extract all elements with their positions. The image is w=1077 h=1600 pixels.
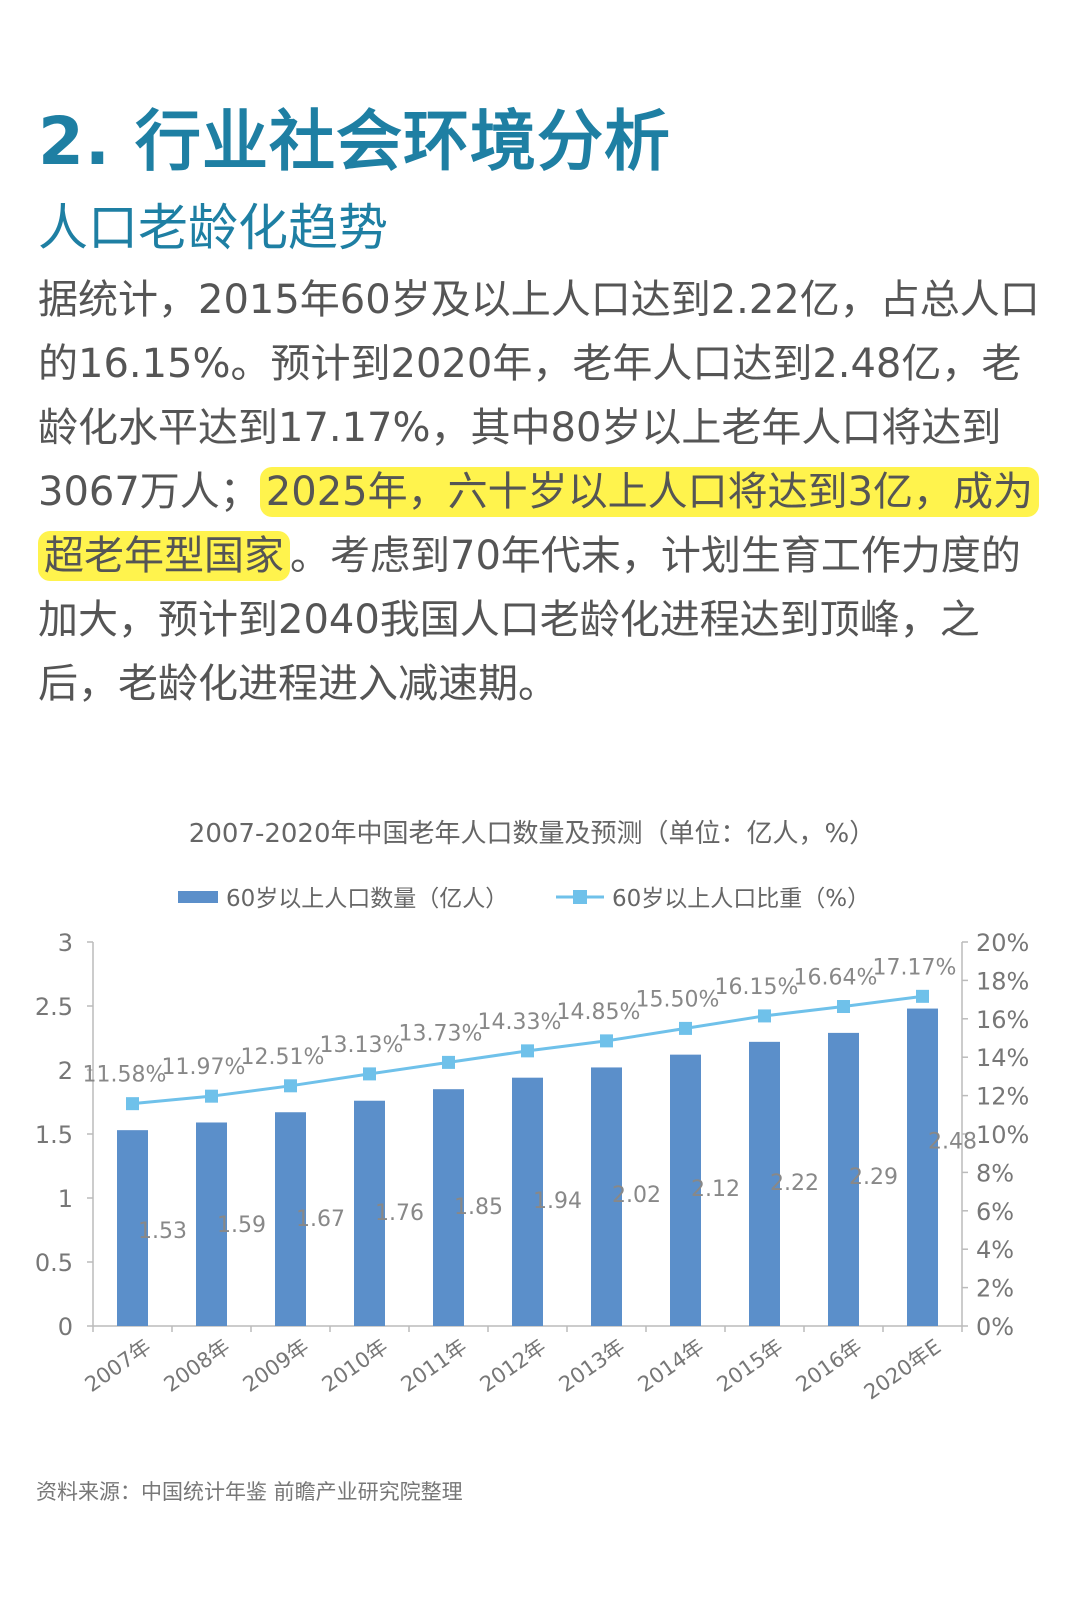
line-marker	[205, 1089, 218, 1103]
page-heading: 2. 行业社会环境分析	[38, 103, 671, 180]
bar-value-label: 2.22	[770, 1171, 819, 1196]
line-marker	[600, 1034, 613, 1048]
x-tick-label: 2016年	[792, 1334, 867, 1396]
bar	[433, 1089, 464, 1326]
x-tick-label: 2012年	[476, 1334, 551, 1396]
left-tick-label: 2.5	[35, 993, 73, 1021]
section-subheading: 人口老龄化趋势	[38, 199, 388, 257]
bar-data-labels: 1.53 1.59 1.67 1.76 1.85 1.94 2.02 2.12 2.22 2.29…	[138, 1130, 977, 1244]
bar-value-label: 1.85	[454, 1195, 503, 1220]
bar-value-label: 2.48	[928, 1130, 977, 1155]
line-marker	[758, 1009, 771, 1023]
body-paragraph: 据统计，2015年60岁及以上人口达到2.22亿，占总人口的16.15%。预计到…	[38, 268, 1048, 716]
line-marker	[363, 1067, 376, 1081]
paragraph-text-after: 。考虑到70年代末，计划生育工作力度的加大，预计到2040我国人口老龄化进程达到…	[38, 533, 1021, 707]
x-tick-label: 2015年	[713, 1334, 788, 1396]
line-marker	[679, 1021, 692, 1035]
left-tick-label: 2	[58, 1057, 73, 1085]
right-tick-label: 18%	[976, 967, 1029, 995]
x-tick-label: 2010年	[318, 1334, 393, 1396]
chart-title: 2007-2020年中国老年人口数量及预测（单位：亿人，%）	[189, 819, 875, 849]
line-value-label: 12.51%	[241, 1045, 325, 1070]
legend-bar-label: 60岁以上人口数量（亿人）	[226, 886, 508, 912]
chart-legend: 60岁以上人口数量（亿人） 60岁以上人口比重（%）	[178, 886, 870, 912]
bar	[117, 1130, 148, 1326]
bar-value-label: 1.76	[375, 1201, 424, 1226]
bar-value-label: 1.59	[217, 1213, 266, 1238]
x-tick-label: 2009年	[239, 1334, 314, 1396]
right-tick-label: 4%	[976, 1236, 1014, 1264]
right-tick-label: 2%	[976, 1275, 1014, 1303]
bar	[275, 1112, 306, 1326]
source-note: 资料来源：中国统计年鉴 前瞻产业研究院整理	[36, 1480, 463, 1504]
line-marker	[521, 1044, 534, 1058]
line-marker	[916, 989, 929, 1003]
bar-value-label: 1.53	[138, 1219, 187, 1244]
bar-value-label: 2.12	[691, 1177, 740, 1202]
bar	[591, 1067, 622, 1326]
right-tick-label: 20%	[976, 929, 1029, 957]
right-tick-label: 0%	[976, 1313, 1014, 1341]
bar-series	[117, 1008, 938, 1326]
bar-value-label: 1.67	[296, 1207, 345, 1232]
line-marker	[126, 1097, 139, 1111]
legend-line-label: 60岁以上人口比重（%）	[612, 886, 870, 912]
right-tick-label: 8%	[976, 1159, 1014, 1187]
x-tick-label: 2013年	[555, 1334, 630, 1396]
line-value-label: 17.17%	[873, 955, 957, 980]
right-tick-label: 14%	[976, 1044, 1029, 1072]
left-tick-label: 3	[58, 929, 73, 957]
x-tick-label: 2007年	[81, 1334, 156, 1396]
bar	[907, 1008, 938, 1326]
right-tick-label: 10%	[976, 1121, 1029, 1149]
left-tick-label: 1.5	[35, 1121, 73, 1149]
line-marker	[442, 1055, 455, 1069]
bar	[670, 1054, 701, 1326]
population-chart: 2007-2020年中国老年人口数量及预测（单位：亿人，%） 60岁以上人口数量…	[35, 819, 1030, 1404]
bar	[749, 1041, 780, 1326]
bar	[196, 1122, 227, 1326]
bar-value-label: 2.29	[849, 1165, 898, 1190]
line-value-label: 11.97%	[162, 1055, 246, 1080]
line-value-label: 16.15%	[715, 975, 799, 1000]
left-tick-label: 1	[58, 1185, 73, 1213]
right-tick-label: 16%	[976, 1006, 1029, 1034]
x-tick-label: 2020年E	[860, 1334, 946, 1404]
line-value-label: 16.64%	[794, 966, 878, 991]
line-marker	[837, 1000, 850, 1014]
line-data-labels: 11.58%11.97%12.51%13.13%13.73%14.33%14.8…	[83, 955, 957, 1087]
legend-line-marker	[573, 890, 587, 904]
line-value-label: 13.73%	[399, 1021, 483, 1046]
right-tick-label: 12%	[976, 1083, 1029, 1111]
line-value-label: 13.13%	[320, 1033, 404, 1058]
bar-value-label: 1.94	[533, 1189, 582, 1214]
x-tick-label: 2014年	[634, 1334, 709, 1396]
legend-bar-swatch	[178, 891, 218, 903]
bar-value-label: 2.02	[612, 1183, 661, 1208]
left-tick-label: 0.5	[35, 1249, 73, 1277]
right-tick-label: 6%	[976, 1198, 1014, 1226]
line-series	[126, 989, 929, 1111]
bar	[512, 1077, 543, 1326]
line-value-label: 11.58%	[83, 1063, 167, 1088]
left-tick-label: 0	[58, 1313, 73, 1341]
x-tick-label: 2008年	[160, 1334, 235, 1396]
line-marker	[284, 1079, 297, 1093]
line-value-label: 15.50%	[636, 987, 720, 1012]
paragraph-text-before: 据统计，2015年60岁及以上人口达到2.22亿，占总人口的16.15%。预计到…	[38, 277, 1040, 515]
line-value-label: 14.85%	[557, 1000, 641, 1025]
bar	[354, 1100, 385, 1326]
bar	[828, 1032, 859, 1326]
line-value-label: 14.33%	[478, 1010, 562, 1035]
x-tick-label: 2011年	[397, 1334, 472, 1396]
